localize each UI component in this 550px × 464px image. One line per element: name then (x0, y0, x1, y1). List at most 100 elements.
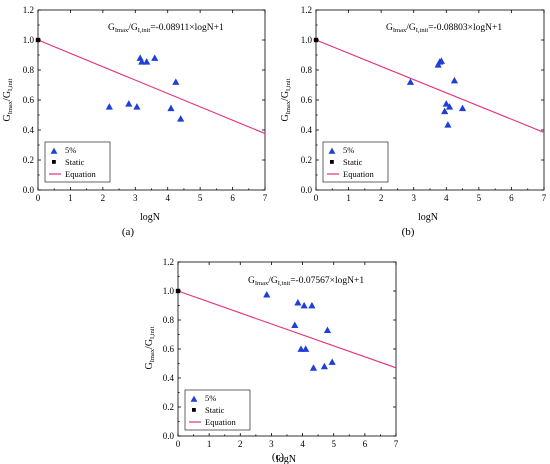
data-point-5pct (442, 100, 450, 107)
x-tick-label: 7 (394, 439, 399, 449)
data-point-5pct (263, 291, 271, 298)
legend-label-5pct: 5% (343, 145, 354, 155)
equation-label: GImax/GI,init=-0.08803×logN+1 (386, 23, 502, 34)
y-tick-label: 0.8 (301, 65, 313, 75)
chart-panel-1: 0 1 2 3 4 5 6 7 0.0 0.2 0.4 0.6 0.8 1.0 1.2 logN GImax/G… (280, 5, 547, 238)
legend-label-static: Static (343, 157, 363, 167)
x-tick-label: 0 (36, 193, 41, 203)
data-point-5pct (406, 78, 415, 85)
data-point-5pct (308, 301, 316, 309)
y-axis-label: GImax/GI,init (144, 326, 156, 369)
x-tick-label: 3 (411, 193, 416, 203)
x-tick-label: 4 (300, 439, 305, 449)
data-point-5pct (151, 54, 159, 61)
y-tick-label: 1.2 (23, 5, 34, 15)
y-tick-label: 1.0 (163, 286, 175, 296)
data-point-5pct (444, 121, 452, 128)
legend-marker-5pct (50, 147, 58, 154)
legend-label-static: Static (65, 157, 85, 167)
legend-label-5pct: 5% (205, 393, 216, 403)
y-tick-label: 0.0 (23, 185, 35, 195)
y-tick-label: 0.2 (301, 155, 312, 165)
data-point-5pct (177, 115, 185, 122)
legend-label-equation: Equation (343, 169, 374, 179)
legend-label-equation: Equation (205, 417, 236, 427)
data-point-5pct (105, 103, 113, 110)
equation-line (37, 39, 266, 135)
y-tick-label: 0.6 (301, 95, 313, 105)
x-tick-label: 6 (230, 193, 235, 203)
y-tick-label: 1.2 (301, 5, 312, 15)
legend-marker-static (52, 160, 56, 164)
y-tick-label: 0.0 (163, 431, 175, 441)
data-point-5pct (138, 58, 146, 65)
y-tick-label: 0.2 (23, 155, 34, 165)
x-tick-label: 1 (68, 193, 73, 203)
x-tick-label: 0 (314, 193, 319, 203)
legend-box (322, 141, 389, 183)
x-tick-label: 7 (263, 193, 268, 203)
x-tick-label: 3 (269, 439, 274, 449)
x-tick-label: 5 (331, 439, 336, 449)
x-tick-label: 2 (379, 193, 384, 203)
data-point-5pct (445, 103, 454, 110)
equation-label: GImax/GI,init=-0.08911×logN+1 (108, 23, 224, 34)
x-tick-label: 3 (133, 193, 138, 203)
data-point-5pct (300, 301, 308, 309)
data-point-5pct (294, 299, 302, 306)
x-tick-label: 0 (176, 439, 181, 449)
data-point-5pct (437, 57, 445, 64)
equation-line (315, 39, 545, 133)
data-point-5pct (302, 345, 310, 352)
legend-label-static: Static (205, 405, 225, 415)
legend-box (184, 389, 251, 431)
x-tick-label: 4 (444, 193, 449, 203)
data-point-5pct (125, 100, 133, 107)
equation-line (177, 290, 397, 369)
y-tick-label: 0.4 (23, 125, 35, 135)
y-tick-label: 0.8 (23, 65, 35, 75)
x-axis-label: logN (140, 212, 160, 223)
chart-panel-2: 0 1 2 3 4 5 6 7 0.0 0.2 0.4 0.6 0.8 1.0 1.2 logN GImax/G… (144, 257, 399, 464)
equation-label: GImax/GI,init=-0.07567×logN+1 (248, 276, 364, 287)
legend-box (44, 141, 111, 183)
y-tick-label: 1.0 (23, 35, 35, 45)
panel-label: (c) (272, 451, 285, 463)
y-tick-label: 0.4 (163, 373, 175, 383)
x-tick-label: 1 (207, 439, 212, 449)
x-tick-label: 5 (477, 193, 482, 203)
y-tick-label: 0.6 (163, 344, 175, 354)
legend-marker-static (192, 408, 196, 412)
panel-label: (a) (122, 226, 135, 238)
y-tick-label: 1.0 (301, 35, 313, 45)
legend-marker-5pct (328, 147, 336, 154)
data-point-5pct (323, 326, 332, 334)
x-tick-label: 2 (238, 439, 243, 449)
y-tick-label: 0.8 (163, 315, 175, 325)
data-point-5pct (320, 362, 328, 370)
x-tick-label: 1 (346, 193, 351, 203)
panel-label: (b) (402, 226, 415, 238)
data-point-5pct (133, 103, 141, 110)
y-tick-label: 0.6 (23, 95, 35, 105)
x-tick-label: 4 (165, 193, 170, 203)
data-point-5pct (309, 364, 318, 371)
chart-panel-0: 0 1 2 3 4 5 6 7 0.0 0.2 0.4 0.6 0.8 1.0 1.2 logN GImax/G… (2, 5, 268, 238)
y-tick-label: 0.2 (163, 402, 174, 412)
data-point-5pct (167, 104, 175, 112)
data-point-static (313, 37, 319, 43)
data-point-5pct (458, 104, 467, 112)
x-tick-label: 5 (198, 193, 203, 203)
data-point-static (175, 288, 181, 294)
y-axis-label: GImax/GI,init (280, 78, 292, 121)
y-tick-label: 0.4 (301, 125, 313, 135)
legend-marker-static (330, 160, 334, 164)
x-tick-label: 7 (542, 193, 547, 203)
data-point-5pct (328, 358, 336, 365)
data-point-5pct (297, 345, 305, 352)
legend-label-equation: Equation (65, 169, 96, 179)
data-point-5pct (172, 78, 180, 85)
legend-label-5pct: 5% (65, 145, 76, 155)
y-tick-label: 1.2 (163, 257, 174, 267)
